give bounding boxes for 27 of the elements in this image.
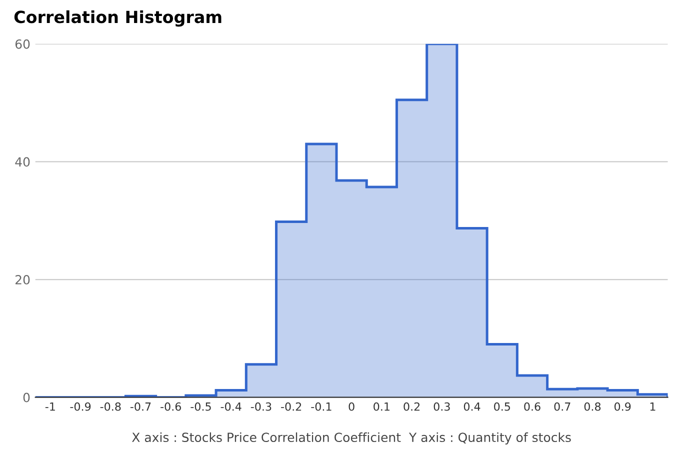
x-tick-label: -0.7 <box>130 402 151 411</box>
x-tick-label: 0.6 <box>524 402 540 411</box>
x-tick-label: 0.7 <box>554 402 570 411</box>
y-tick-label: 40 <box>15 157 30 167</box>
x-tick-label: 0.5 <box>494 402 510 411</box>
x-tick-label: -0.4 <box>220 402 242 411</box>
chart-title: Correlation Histogram <box>14 10 222 27</box>
x-tick-label: -0.9 <box>70 402 91 411</box>
x-tick-label: 0.1 <box>374 402 390 411</box>
y-tick-label: 60 <box>15 39 30 49</box>
x-tick-label: 0.9 <box>614 402 631 411</box>
x-tick-label: -0.6 <box>160 402 182 411</box>
x-tick-label: 0.8 <box>584 402 601 411</box>
x-tick-label: 0 <box>348 402 354 411</box>
x-tick-label: -0.8 <box>100 402 121 411</box>
x-axis-title: X axis : Stocks Price Correlation Coefficient Y axis : Quantity of stocks <box>132 432 571 444</box>
x-tick-label: 0.3 <box>434 402 450 411</box>
y-tick-label: 0 <box>23 392 30 402</box>
x-tick-label: -0.5 <box>190 402 211 411</box>
x-tick-label: -0.3 <box>250 402 272 411</box>
x-tick-label: -0.2 <box>281 402 302 411</box>
x-tick-label: 1 <box>650 402 656 411</box>
x-tick-label: -1 <box>45 402 55 411</box>
y-tick-label: 20 <box>16 274 30 284</box>
x-tick-label: 0.4 <box>464 402 480 411</box>
x-tick-label: -0.1 <box>311 402 332 411</box>
x-tick-label: 0.2 <box>404 402 420 411</box>
